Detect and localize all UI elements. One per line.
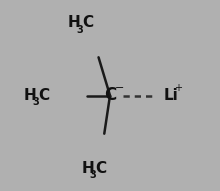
- Text: H: H: [68, 15, 81, 30]
- Text: Li: Li: [163, 88, 178, 103]
- Text: 3: 3: [32, 97, 39, 107]
- Text: H: H: [81, 161, 94, 176]
- Text: 3: 3: [89, 170, 96, 180]
- Text: C: C: [104, 87, 116, 104]
- Text: 3: 3: [76, 25, 83, 35]
- Text: −: −: [115, 83, 124, 93]
- Text: +: +: [174, 83, 182, 93]
- Text: H: H: [24, 88, 37, 103]
- Text: C: C: [82, 15, 94, 30]
- Text: C: C: [96, 161, 107, 176]
- Text: C: C: [38, 88, 50, 103]
